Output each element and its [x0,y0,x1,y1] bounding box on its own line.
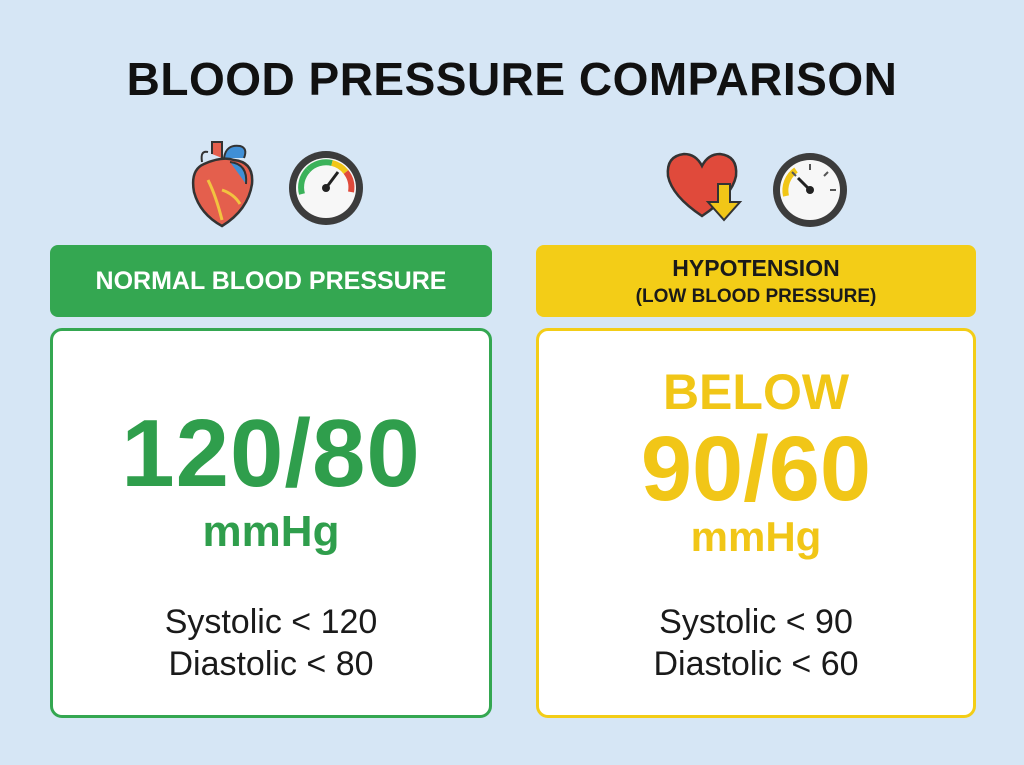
hypotension-unit: mmHg [690,513,822,560]
normal-bp-value: 120/80 [121,400,421,507]
normal-diastolic: Diastolic < 80 [168,645,374,683]
normal-bp-criteria: Systolic < 120 Diastolic < 80 [53,601,489,685]
heart-down-arrow-icon [666,152,743,222]
hypotension-panel: BELOW 90/60 mmHg Systolic < 90 Diastolic… [536,328,976,718]
hypotension-criteria: Systolic < 90 Diastolic < 60 [539,601,973,685]
hypotension-prefix: BELOW [662,364,850,420]
normal-bp-header-label: NORMAL BLOOD PRESSURE [95,266,447,295]
normal-systolic: Systolic < 120 [164,603,378,641]
hypotension-header: HYPOTENSION (LOW BLOOD PRESSURE) [536,245,976,317]
hypotension-systolic: Systolic < 90 [659,603,853,641]
pressure-gauge-icon [289,151,363,225]
hypotension-header-subtitle: (LOW BLOOD PRESSURE) [635,285,877,307]
hypotension-value: 90/60 [640,418,872,520]
anatomical-heart-icon [191,141,254,228]
hypotension-header-title: HYPOTENSION [672,254,840,281]
normal-bp-unit: mmHg [202,507,340,556]
page-title: BLOOD PRESSURE COMPARISON [126,53,898,105]
pressure-gauge-low-icon [773,153,847,227]
normal-bp-panel: 120/80 mmHg Systolic < 120 Diastolic < 8… [50,328,492,718]
hypotension-diastolic: Diastolic < 60 [653,645,859,683]
normal-bp-header: NORMAL BLOOD PRESSURE [50,245,492,317]
